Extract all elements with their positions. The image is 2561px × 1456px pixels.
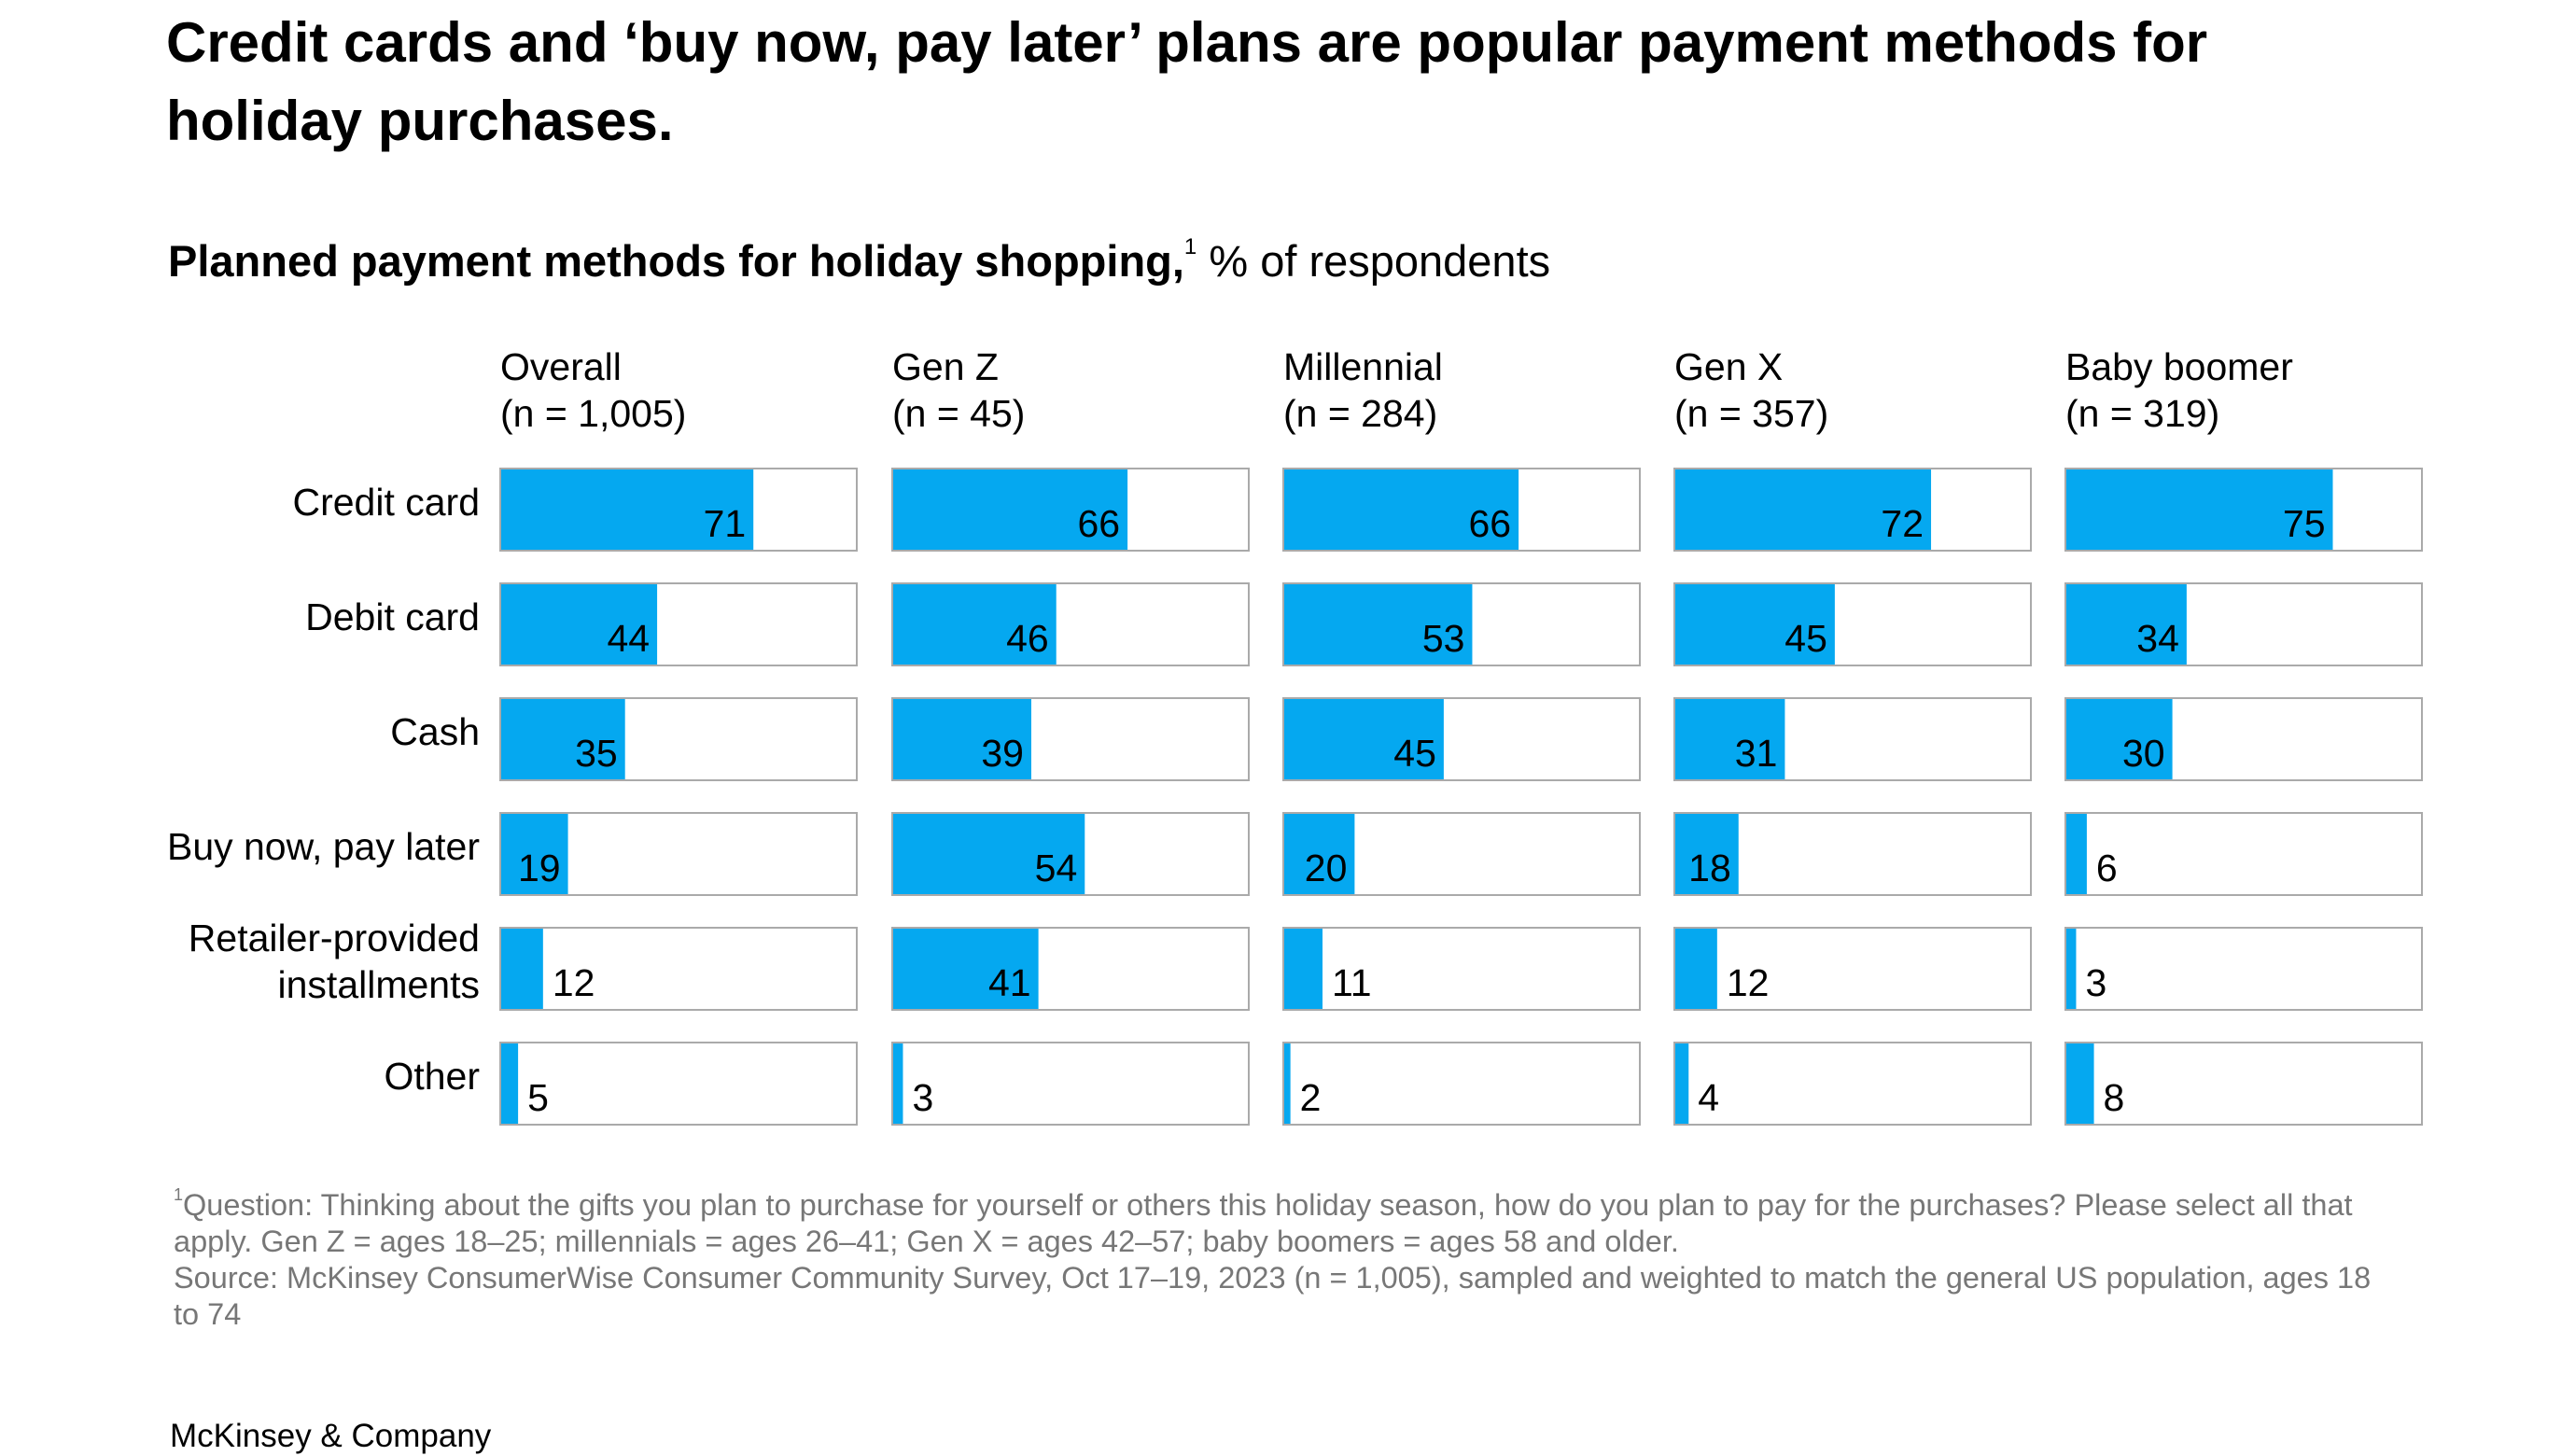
bar [501, 1043, 519, 1124]
column-header: Millennial [1283, 345, 1443, 388]
bar [1675, 469, 1932, 550]
data-label: 45 [1784, 617, 1827, 660]
bar [893, 929, 1039, 1009]
subtitle-unit: % of respondents [1197, 236, 1551, 286]
footnote-question: 1Question: Thinking about the gifts you … [174, 1185, 2395, 1260]
bar [2066, 469, 2333, 550]
bar [893, 469, 1128, 550]
row-label: Retailer-provided [189, 917, 480, 959]
column-n-label: (n = 45) [892, 392, 1025, 435]
data-label: 5 [527, 1076, 549, 1119]
subtitle-label: Planned payment methods for holiday shop… [168, 236, 1184, 286]
row-label: Buy now, pay later [167, 825, 480, 868]
data-label: 72 [1881, 502, 1924, 545]
data-label: 4 [1698, 1076, 1719, 1119]
data-label: 54 [1035, 847, 1078, 889]
bar [893, 584, 1057, 665]
column-header: Gen X [1674, 345, 1783, 388]
bar-frame [2064, 1042, 2423, 1126]
bar [1284, 699, 1444, 779]
data-label: 46 [1006, 617, 1049, 660]
data-label: 31 [1735, 732, 1778, 775]
bar-frame [499, 927, 858, 1011]
bar [501, 584, 658, 665]
bar [501, 929, 543, 1009]
bar [2066, 814, 2087, 894]
bar [1284, 929, 1323, 1009]
row-label: Cash [390, 710, 480, 753]
data-label: 19 [518, 847, 561, 889]
data-label: 8 [2104, 1076, 2125, 1119]
bar-chart: Overall(n = 1,005) Gen Z(n = 45) Millennia… [167, 345, 2423, 1126]
chart-subtitle: Planned payment methods for holiday shop… [168, 233, 1550, 289]
column-n-label: (n = 319) [2065, 392, 2219, 435]
data-label: 6 [2096, 847, 2118, 889]
data-label: 3 [2085, 961, 2106, 1004]
bar-frame [891, 1042, 1250, 1126]
bar-frame [1282, 927, 1641, 1011]
bar [1284, 814, 1355, 894]
data-label: 20 [1305, 847, 1348, 889]
bar [893, 699, 1031, 779]
data-label: 39 [981, 732, 1024, 775]
row-label: Credit card [292, 481, 480, 524]
data-label: 75 [2283, 502, 2326, 545]
data-label: 30 [2122, 732, 2165, 775]
bar [1675, 584, 1835, 665]
bar [2066, 699, 2173, 779]
chart-title: Credit cards and ‘buy now, pay later’ pl… [166, 11, 2208, 152]
data-label: 12 [553, 961, 595, 1004]
data-label: 34 [2136, 617, 2179, 660]
bar-frame [1673, 1042, 2032, 1126]
data-label: 12 [1727, 961, 1770, 1004]
footnote-question-text: Question: Thinking about the gifts you p… [174, 1188, 2353, 1258]
data-label: 35 [575, 732, 618, 775]
data-label: 18 [1688, 847, 1731, 889]
bar [1675, 1043, 1689, 1124]
bar [1675, 814, 1739, 894]
bar-frame [1673, 927, 2032, 1011]
data-label: 71 [704, 502, 747, 545]
bar [1284, 1043, 1291, 1124]
column-n-label: (n = 357) [1674, 392, 1828, 435]
data-label: 66 [1078, 502, 1121, 545]
data-label: 53 [1422, 617, 1465, 660]
row-label: installments [278, 963, 480, 1006]
data-label: 66 [1469, 502, 1512, 545]
bar [1284, 584, 1473, 665]
footnote: 1Question: Thinking about the gifts you … [174, 1185, 2395, 1333]
bar [893, 814, 1085, 894]
data-label: 44 [607, 617, 650, 660]
column-n-label: (n = 284) [1283, 392, 1437, 435]
bar [501, 814, 568, 894]
column-header: Gen Z [892, 345, 999, 388]
column-header: Overall [500, 345, 622, 388]
row-label: Other [384, 1055, 480, 1098]
bar [501, 469, 754, 550]
data-label: 3 [912, 1076, 933, 1119]
footnote-source: Source: McKinsey ConsumerWise Consumer C… [174, 1261, 2372, 1331]
bar [2066, 1043, 2094, 1124]
brand-logo: McKinsey & Company [170, 1418, 492, 1454]
bar-frame [2064, 927, 2423, 1011]
data-label: 11 [1332, 961, 1372, 1004]
subtitle-footnote-ref: 1 [1183, 234, 1197, 259]
bar-frame [499, 1042, 858, 1126]
row-label: Debit card [305, 595, 480, 638]
bar [1284, 469, 1519, 550]
bar [2066, 584, 2187, 665]
bar [893, 1043, 903, 1124]
bar-frame [1282, 1042, 1641, 1126]
column-header: Baby boomer [2065, 345, 2293, 388]
bar-frame [2064, 812, 2423, 896]
bar [1675, 929, 1717, 1009]
footnote-marker: 1 [174, 1185, 184, 1204]
data-label: 45 [1393, 732, 1436, 775]
data-label: 41 [988, 961, 1031, 1004]
bar [1675, 699, 1785, 779]
column-n-label: (n = 1,005) [500, 392, 686, 435]
bar [501, 699, 625, 779]
bar [2066, 929, 2077, 1009]
data-label: 2 [1300, 1076, 1322, 1119]
